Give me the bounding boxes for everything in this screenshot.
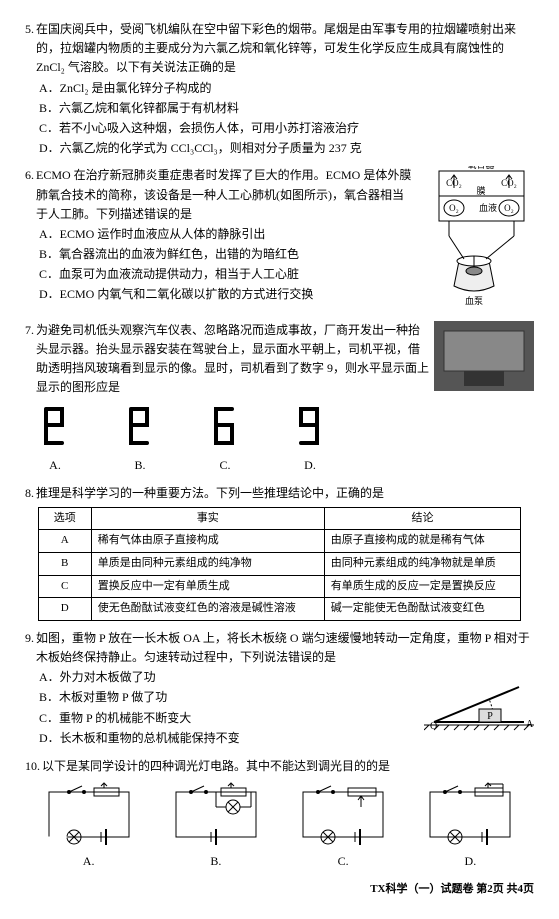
table-row: C 置换反应中一定有单质生成 有单质生成的反应一定是置换反应	[38, 575, 521, 598]
circuit-a: A.	[39, 782, 139, 871]
q8-header-1: 事实	[91, 507, 324, 530]
q8-header-0: 选项	[38, 507, 91, 530]
q7-num: 7.	[25, 321, 34, 340]
q6-option-c: C．血泵可为血液流动提供动力，相当于人工心脏	[39, 265, 414, 284]
q7-label-d: D.	[295, 456, 325, 475]
digit-b-icon	[125, 403, 155, 448]
page-footer: TX科学（一）试题卷 第2页 共4页	[25, 881, 534, 899]
circuit-d: D.	[420, 782, 520, 871]
q6-num: 6.	[25, 166, 34, 185]
digit-c-icon	[210, 403, 240, 448]
co2-label-2: CO₂	[501, 178, 517, 188]
q9-option-d: D．长木板和重物的总机械能保持不变	[39, 729, 424, 748]
q6-option-a: A．ECMO 运作时血液应从人体的静脉引出	[39, 225, 414, 244]
table-row: A 稀有气体由原子直接构成 由原子直接构成的就是稀有气体	[38, 530, 521, 553]
digit-d-icon	[295, 403, 325, 448]
q9-num: 9.	[25, 629, 34, 648]
q7-digits: A. B. C. D.	[40, 403, 534, 475]
q6-option-b: B．氧合器流出的血液为鲜红色，出错的为暗红色	[39, 245, 414, 264]
membrane-label: 膜	[476, 186, 485, 196]
svg-text:P: P	[487, 711, 493, 722]
q5-option-c: C．若不小心吸入这种烟，会损伤人体，可用小苏打溶液治疗	[39, 119, 534, 138]
table-row: B 单质是由同种元素组成的纯净物 由同种元素组成的纯净物就是单质	[38, 553, 521, 576]
q10-label-d: D.	[420, 852, 520, 871]
q8-header-2: 结论	[324, 507, 521, 530]
q7-label-c: C.	[210, 456, 240, 475]
o2-label-1: O₂	[449, 203, 459, 213]
q10-label-a: A.	[39, 852, 139, 871]
q6-text: ECMO 在治疗新冠肺炎重症患者时发挥了巨大的作用。ECMO 是体外膜肺氧合技术…	[36, 166, 414, 224]
q5-option-a: A．ZnCl₂ 是由氯化锌分子构成的	[39, 79, 534, 98]
q8-text: 推理是科学学习的一种重要方法。下列一些推理结论中，正确的是	[36, 484, 534, 503]
oxygenator-label: 氧合器	[467, 166, 494, 170]
incline-diagram: P O A	[424, 667, 534, 749]
q9-option-a: A．外力对木板做了功	[39, 668, 424, 687]
table-row: D 使无色酚酞试液变红色的溶液是碱性溶液 碱一定能使无色酚酞试液变红色	[38, 598, 521, 621]
blood-label: 血液	[479, 202, 497, 213]
q10-num: 10.	[25, 757, 40, 776]
q5-text: 在国庆阅兵中，受阅飞机编队在空中留下彩色的烟带。尾烟是由军事专用的拉烟罐喷射出来…	[36, 20, 534, 78]
q7-label-b: B.	[125, 456, 155, 475]
q9-text: 如图，重物 P 放在一长木板 OA 上，将长木板绕 O 端匀速缓慢地转动一定角度…	[36, 629, 534, 667]
digit-a-icon	[40, 403, 70, 448]
q10-label-c: C.	[293, 852, 393, 871]
circuit-c: C.	[293, 782, 393, 871]
hud-photo	[434, 321, 534, 398]
q8-table: 选项 事实 结论 A 稀有气体由原子直接构成 由原子直接构成的就是稀有气体 B …	[38, 507, 522, 621]
q7-text: 为避免司机低头观察汽车仪表、忽略路况而造成事故，厂商开发出一种抬头显示器。抬头显…	[36, 321, 430, 398]
question-6: 6. ECMO 在治疗新冠肺炎重症患者时发挥了巨大的作用。ECMO 是体外膜肺氧…	[25, 166, 534, 312]
co2-label-1: CO₂	[446, 178, 462, 188]
question-7: 7. 为避免司机低头观察汽车仪表、忽略路况而造成事故，厂商开发出一种抬头显示器。…	[25, 321, 534, 476]
q5-option-d: D．六氯乙烷的化学式为 CCl₃CCl₃，则相对分子质量为 237 克	[39, 139, 534, 158]
circuit-b: B.	[166, 782, 266, 871]
q9-option-c: C．重物 P 的机械能不断变大	[39, 709, 424, 728]
q10-label-b: B.	[166, 852, 266, 871]
svg-text:O: O	[430, 721, 437, 732]
q9-option-b: B．木板对重物 P 做了功	[39, 688, 424, 707]
question-10: 10. 以下是某同学设计的四种调光灯电路。其中不能达到调光目的的是	[25, 757, 534, 871]
q5-option-b: B．六氯乙烷和氧化锌都属于有机材料	[39, 99, 534, 118]
question-5: 5. 在国庆阅兵中，受阅飞机编队在空中留下彩色的烟带。尾烟是由军事专用的拉烟罐喷…	[25, 20, 534, 158]
q6-option-d: D．ECMO 内氧气和二氧化碳以扩散的方式进行交换	[39, 285, 414, 304]
ecmo-diagram: 氧合器 CO₂ CO₂ 膜 O₂ 血液 O₂	[414, 166, 534, 312]
q8-num: 8.	[25, 484, 34, 503]
o2-label-2: O₂	[504, 203, 514, 213]
q7-label-a: A.	[40, 456, 70, 475]
q5-num: 5.	[25, 20, 34, 39]
question-8: 8. 推理是科学学习的一种重要方法。下列一些推理结论中，正确的是 选项 事实 结…	[25, 484, 534, 621]
q10-text: 以下是某同学设计的四种调光灯电路。其中不能达到调光目的的是	[42, 757, 534, 776]
question-9: 9. 如图，重物 P 放在一长木板 OA 上，将长木板绕 O 端匀速缓慢地转动一…	[25, 629, 534, 749]
pump-label: 血泵	[465, 295, 483, 306]
